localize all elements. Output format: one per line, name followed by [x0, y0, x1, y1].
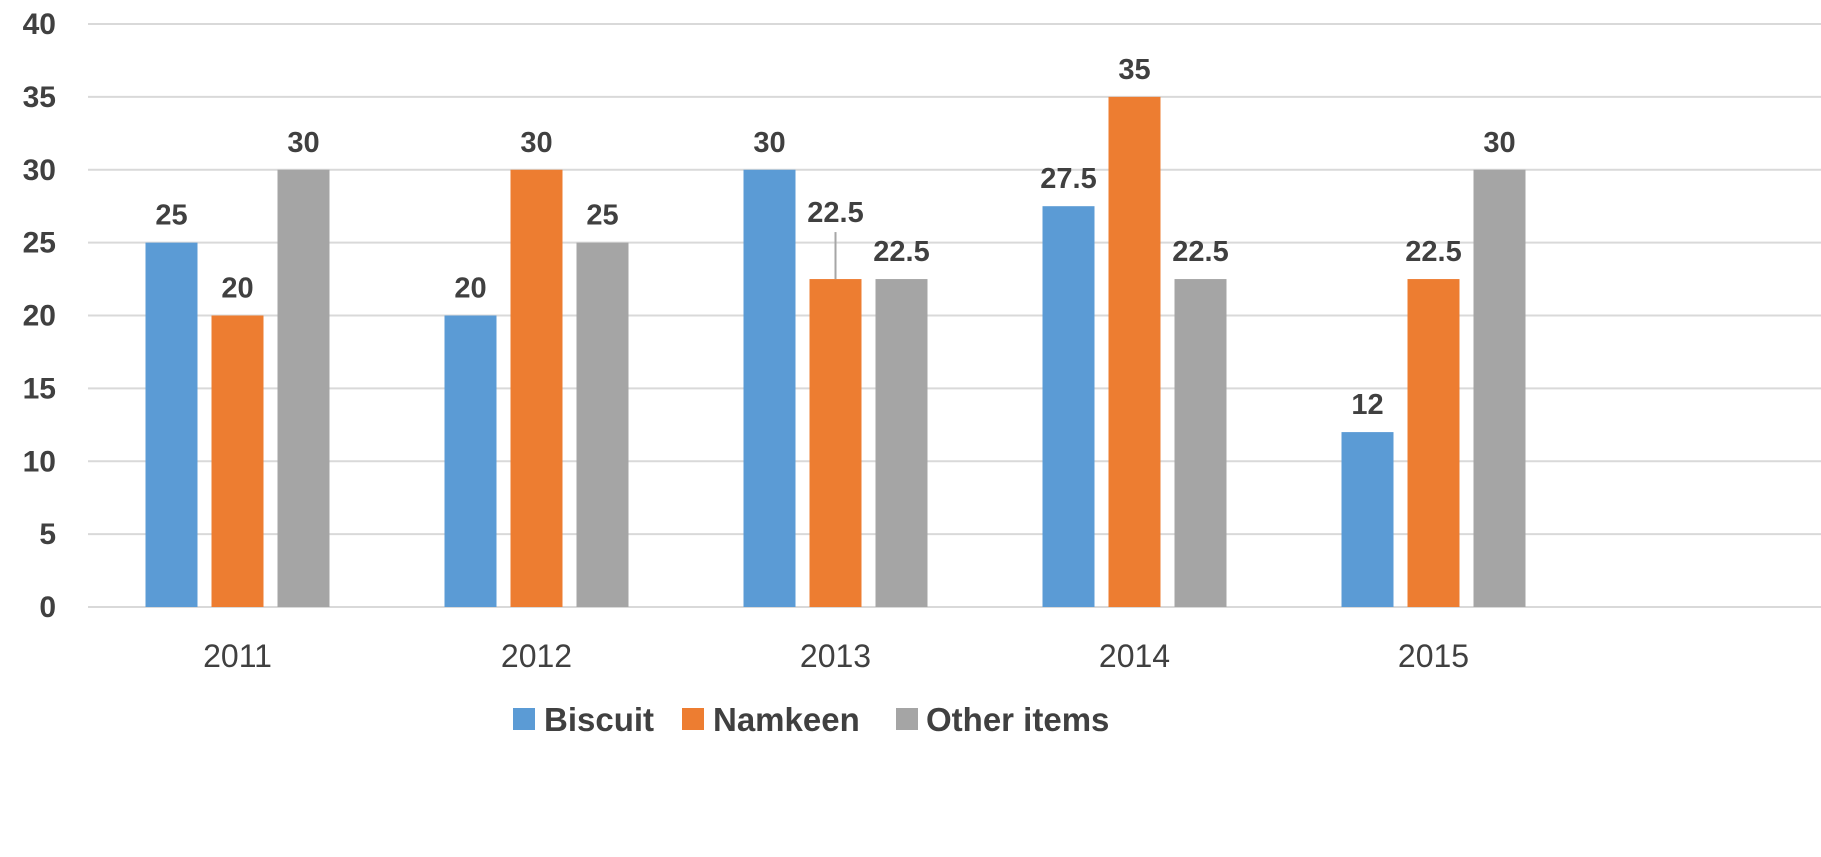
- gridlines: [88, 23, 1821, 608]
- bar: [510, 169, 563, 607]
- x-tick-label: 2015: [1398, 638, 1469, 674]
- x-axis-ticks: 2011 2012 2013 2014 2015: [203, 638, 1469, 674]
- data-label: 20: [454, 273, 486, 305]
- bar: [444, 315, 497, 607]
- bar: [875, 279, 928, 607]
- data-label: 20: [221, 273, 253, 305]
- bar: [1042, 206, 1095, 607]
- bar: [809, 279, 862, 607]
- data-label: 22.5: [1172, 236, 1228, 268]
- bar: [576, 242, 629, 607]
- bar: [145, 242, 198, 607]
- x-tick-label: 2012: [501, 638, 572, 674]
- bar: [211, 315, 264, 607]
- y-tick-label: 15: [23, 372, 56, 405]
- data-label: 22.5: [1405, 236, 1461, 268]
- legend-swatch: [513, 708, 535, 730]
- bar: [743, 169, 796, 607]
- bar: [1341, 432, 1394, 607]
- data-label: 35: [1118, 54, 1150, 86]
- data-label: 30: [753, 127, 785, 159]
- x-tick-label: 2013: [800, 638, 871, 674]
- legend-label: Namkeen: [713, 701, 860, 738]
- y-axis-ticks: 0 5 10 15 20 25 30 35 40: [23, 8, 56, 624]
- legend-swatch: [682, 708, 704, 730]
- y-tick-label: 20: [23, 300, 56, 333]
- y-tick-label: 30: [23, 154, 56, 187]
- x-tick-label: 2014: [1099, 638, 1170, 674]
- y-tick-label: 40: [23, 8, 56, 41]
- bar: [1174, 279, 1227, 607]
- legend: Biscuit Namkeen Other items: [513, 701, 1109, 738]
- bar: [1108, 96, 1161, 607]
- y-tick-label: 0: [39, 591, 56, 624]
- bar: [1473, 169, 1526, 607]
- legend-label: Biscuit: [544, 701, 654, 738]
- data-label: 30: [520, 127, 552, 159]
- bar: [1407, 279, 1460, 607]
- bar: [277, 169, 330, 607]
- legend-swatch: [896, 708, 918, 730]
- data-labels: 25 20 30 20 30 25 30 22.5 22.5 27.5 35 22.5 12 22.5 30: [155, 54, 1515, 421]
- data-label: 30: [1483, 127, 1515, 159]
- y-tick-label: 10: [23, 445, 56, 478]
- data-label: 12: [1351, 389, 1383, 421]
- x-tick-label: 2011: [203, 638, 272, 674]
- data-label: 27.5: [1040, 163, 1096, 195]
- data-label: 30: [287, 127, 319, 159]
- legend-label: Other items: [926, 701, 1109, 738]
- data-label: 22.5: [807, 197, 863, 229]
- data-label: 25: [155, 200, 187, 232]
- bars: [145, 96, 1526, 607]
- data-label: 22.5: [873, 236, 929, 268]
- y-tick-label: 35: [23, 81, 56, 114]
- y-tick-label: 5: [39, 518, 56, 551]
- y-tick-label: 25: [23, 227, 56, 260]
- data-label: 25: [586, 200, 618, 232]
